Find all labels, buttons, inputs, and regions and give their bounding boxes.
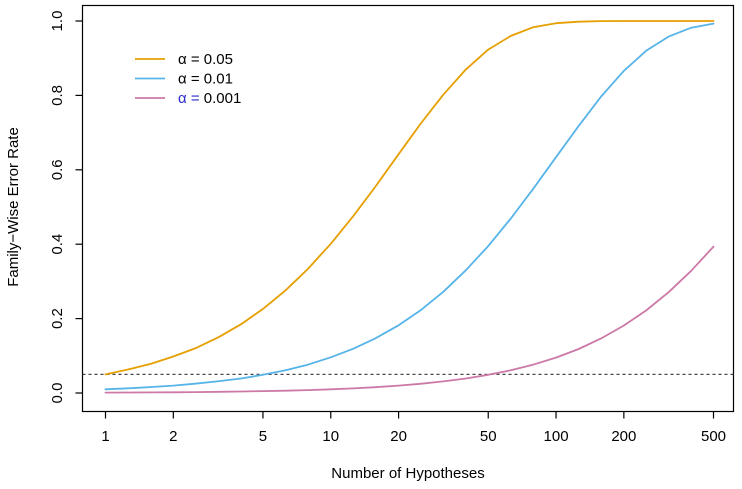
x-tick-label: 1 bbox=[101, 428, 109, 445]
curves-layer bbox=[104, 20, 715, 394]
x-axis-layer: 1 2 5 10 20 50 100 200 500 bbox=[101, 411, 726, 445]
legend-alpha-prefix: α = bbox=[178, 51, 204, 68]
y-axis-title: Family−Wise Error Rate bbox=[5, 127, 22, 287]
legend-item-label: α = 0.01 bbox=[178, 71, 233, 88]
legend-alpha-value: 0.01 bbox=[204, 71, 233, 88]
legend-alpha-value: 0.05 bbox=[204, 51, 233, 68]
curve-alpha-0.05 bbox=[104, 20, 715, 376]
x-tick-label: 10 bbox=[322, 428, 339, 445]
x-tick-label: 50 bbox=[480, 428, 497, 445]
x-tick-label: 20 bbox=[390, 428, 407, 445]
legend-alpha-prefix: α = bbox=[178, 71, 204, 88]
x-tick-label: 100 bbox=[544, 428, 569, 445]
legend: α = 0.05α = 0.01α = 0.001 bbox=[135, 51, 241, 107]
x-tick-label: 200 bbox=[611, 428, 636, 445]
y-tick-label: 0.6 bbox=[49, 159, 66, 180]
plot-border-box bbox=[81, 4, 735, 413]
y-tick-label: 0.4 bbox=[49, 234, 66, 255]
y-tick-label: 0.8 bbox=[49, 85, 66, 106]
curve-alpha-0.001 bbox=[104, 245, 715, 394]
legend-alpha-value: 0.001 bbox=[204, 90, 242, 107]
x-axis-title: Number of Hypotheses bbox=[331, 465, 484, 482]
legend-item-label: α = 0.05 bbox=[178, 51, 233, 68]
x-tick-label: 500 bbox=[701, 428, 726, 445]
y-tick-label: 0.0 bbox=[49, 383, 66, 404]
legend-alpha-prefix: α = bbox=[178, 90, 204, 107]
y-tick-label: 1.0 bbox=[49, 11, 66, 32]
x-tick-label: 5 bbox=[259, 428, 267, 445]
y-axis-layer: 0.0 0.2 0.4 0.6 0.8 1.0 bbox=[49, 11, 83, 404]
y-tick-label: 0.2 bbox=[49, 308, 66, 329]
curve-alpha-0.01 bbox=[104, 22, 715, 391]
x-tick-label: 2 bbox=[169, 428, 177, 445]
legend-item-label: α = 0.001 bbox=[178, 90, 241, 107]
